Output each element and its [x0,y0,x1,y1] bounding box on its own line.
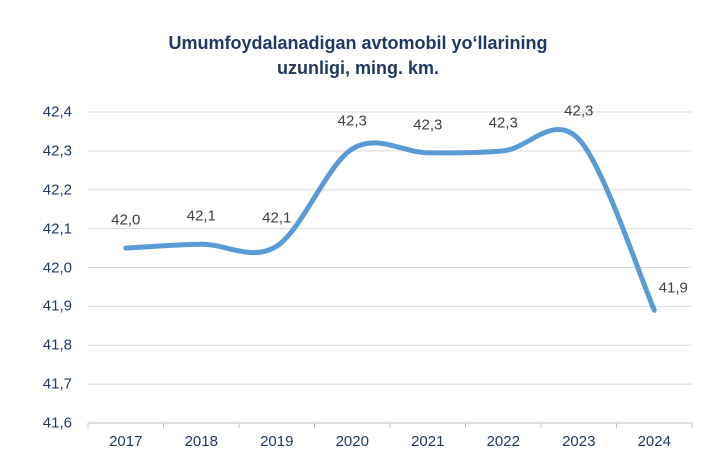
x-axis-tick-label: 2018 [184,433,218,450]
y-axis-tick-label: 41,8 [42,336,72,354]
x-axis-tick-label: 2021 [411,433,445,450]
x-axis-tick-label: 2024 [637,433,671,450]
y-axis-tick-label: 41,7 [42,375,72,393]
data-point-label: 42,3 [564,102,594,120]
data-point-label: 42,3 [488,114,518,132]
data-point-label: 42,3 [413,116,443,134]
chart-title: Umumfoydalanadigan avtomobil yo‘llarinin… [0,31,716,81]
y-axis-tick-label: 42,2 [42,181,72,199]
x-axis-tick-label: 2023 [562,433,596,450]
y-axis-tick-label: 41,6 [42,414,72,432]
y-axis-tick-label: 42,0 [42,259,72,276]
chart-title-line-1: Umumfoydalanadigan avtomobil yo‘llarinin… [168,33,548,53]
data-point-label: 42,1 [262,209,292,227]
x-axis-tick-label: 2017 [109,433,143,450]
data-point-label: 41,9 [658,279,688,297]
y-axis-tick-label: 42,3 [42,142,72,160]
x-axis-tick-label: 2020 [335,433,369,450]
data-point-label: 42,0 [111,211,141,229]
data-point-label: 42,1 [186,207,216,225]
data-point-label: 42,3 [337,112,367,130]
y-axis-tick-label: 42,4 [42,103,72,121]
x-axis-tick-label: 2019 [260,433,294,450]
y-axis-tick-label: 41,9 [42,297,72,315]
series-line [123,126,657,313]
x-axis-tick-label: 2022 [486,433,520,450]
y-axis-tick-label: 42,1 [42,220,72,238]
chart-title-line-2: uzunligi, ming. km. [277,58,439,78]
